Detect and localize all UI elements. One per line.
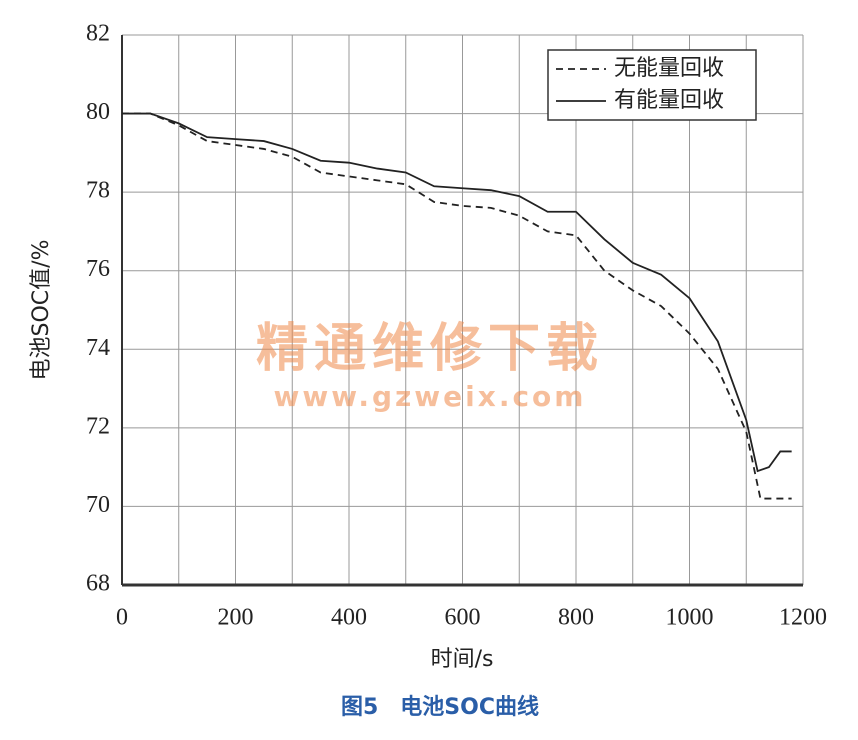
- y-tick-label: 82: [86, 21, 110, 47]
- caption: 图5 电池SOC曲线: [341, 694, 539, 720]
- legend-label: 有能量回收: [614, 88, 724, 113]
- x-tick-label: 400: [331, 605, 367, 631]
- x-tick-label: 800: [558, 605, 594, 631]
- x-tick-label: 1200: [779, 605, 827, 631]
- x-tick-label: 600: [445, 605, 481, 631]
- legend-box: [547, 49, 757, 121]
- x-tick-label: 200: [218, 605, 254, 631]
- y-tick-label: 76: [86, 256, 110, 282]
- y-tick-label: 78: [86, 178, 110, 204]
- series-line: [122, 112, 792, 473]
- y-tick-label: 80: [86, 99, 110, 125]
- x-tick-label: 1000: [666, 605, 714, 631]
- y-tick-label: 72: [86, 413, 110, 439]
- watermark: 精通维修下载: [256, 319, 604, 379]
- legend-label: 无能量回收: [614, 56, 724, 81]
- y-tick-label: 74: [86, 335, 110, 361]
- y-axis-label: 电池SOC值/%: [29, 240, 54, 381]
- series-line: [122, 112, 792, 500]
- y-tick-label: 70: [86, 492, 110, 518]
- watermark: www.gzweix.com: [274, 380, 587, 413]
- y-tick-label: 68: [86, 571, 110, 597]
- x-tick-label: 0: [116, 605, 128, 631]
- x-axis-label: 时间/s: [431, 647, 494, 672]
